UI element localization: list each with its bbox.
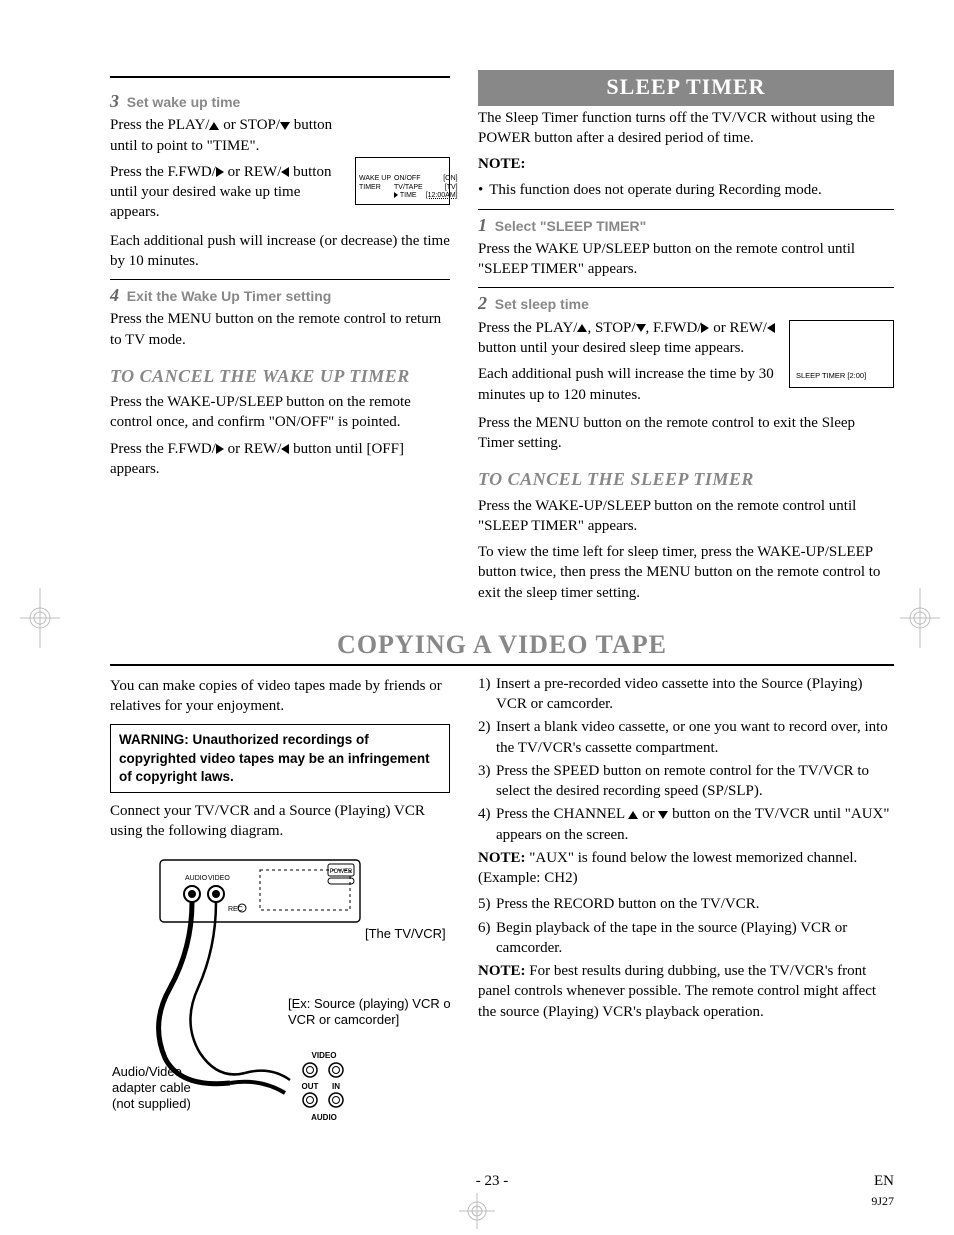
copy-note2: NOTE: For best results during dubbing, u… [478,961,894,1022]
svg-text:REC: REC [228,906,243,913]
step3-p3: Each additional push will increase (or d… [110,231,450,272]
right-icon [216,167,224,177]
svg-text:POWER: POWER [330,869,353,875]
svg-text:[The TV/VCR]: [The TV/VCR] [365,926,446,941]
lang-code: EN [874,1171,894,1191]
copy-step-6: Begin playback of the tape in the source… [496,918,894,959]
cancel-sleep-p1: Press the WAKE-UP/SLEEP button on the re… [478,496,894,537]
left-column: 3 Set wake up time WAKE UP TIMER ON/OFF … [110,70,450,609]
page-number: - 23 - [110,1171,874,1191]
copy-note1: NOTE: "AUX" is found below the lowest me… [478,848,894,889]
copy-left: You can make copies of video tapes made … [110,674,450,1144]
wake-lcd: WAKE UP TIMER ON/OFF TV/TAPE TIME [ON] [… [355,157,450,205]
down-icon [280,122,290,130]
svg-text:[Ex: Source (playing) VCR or c: [Ex: Source (playing) VCR or camcorder] [288,996,450,1011]
cancel-sleep-p2: To view the time left for sleep timer, p… [478,542,894,603]
reg-mark-bottom [459,1193,495,1229]
svg-text:VIDEO: VIDEO [312,1051,337,1060]
svg-text:IN: IN [332,1082,340,1091]
copy-step-5: Press the RECORD button on the TV/VCR. [496,894,894,914]
right-column: SLEEP TIMER The Sleep Timer function tur… [478,70,894,609]
sleep-intro: The Sleep Timer function turns off the T… [478,108,894,149]
copy-connect: Connect your TV/VCR and a Source (Playin… [110,801,450,842]
sleep-lcd: SLEEP TIMER [2:00] [789,320,894,388]
note-bullet: •This function does not operate during R… [478,180,894,200]
svg-text:OUT: OUT [302,1082,319,1091]
copy-step-1: Insert a pre-recorded video cassette int… [496,674,894,715]
svg-text:AUDIO: AUDIO [311,1113,337,1122]
copy-step-2: Insert a blank video cassette, or one yo… [496,717,894,758]
warning-box: WARNING: Unauthorized recordings of copy… [110,724,450,793]
copy-step-3: Press the SPEED button on remote control… [496,761,894,802]
cancel-wake-title: TO CANCEL THE WAKE UP TIMER [110,364,450,388]
copy-right: 1)Insert a pre-recorded video cassette i… [478,674,894,1144]
step4-title: Exit the Wake Up Timer setting [127,288,332,304]
connection-diagram: POWER AUDIO VIDEO REC [The TV/VCR] VIDEO… [110,848,450,1138]
svg-text:AUDIO: AUDIO [185,875,208,882]
svg-text:VIDEO: VIDEO [208,875,230,882]
right-icon [216,444,224,454]
copy-intro: You can make copies of video tapes made … [110,676,450,717]
step3-p1: Press the PLAY/ or STOP/ button until to… [110,115,450,156]
up-icon [209,122,219,130]
reg-mark-left [20,588,60,648]
r-step2-p3: Press the MENU button on the remote cont… [478,413,894,454]
r-step2-num: 2 [478,293,487,313]
copy-step-4: Press the CHANNEL or button on the TV/VC… [496,804,894,845]
svg-text:(not supplied): (not supplied) [112,1096,191,1111]
r-step1-title: Select "SLEEP TIMER" [495,218,647,234]
step3-title: Set wake up time [127,94,241,110]
step3-num: 3 [110,91,119,111]
step4-num: 4 [110,285,119,305]
cancel-sleep-title: TO CANCEL THE SLEEP TIMER [478,467,894,491]
r-step2-title: Set sleep time [495,296,589,312]
svg-text:Audio/Video: Audio/Video [112,1064,182,1079]
svg-text:VCR or camcorder]: VCR or camcorder] [288,1012,399,1027]
cancel-wake-p1: Press the WAKE-UP/SLEEP button on the re… [110,392,450,433]
copy-title: COPYING A VIDEO TAPE [110,627,894,662]
r-step1-p1: Press the WAKE UP/SLEEP button on the re… [478,239,894,280]
step4-p1: Press the MENU button on the remote cont… [110,309,450,350]
reg-mark-right [900,588,940,648]
cancel-wake-p2: Press the F.FWD/ or REW/ button until [O… [110,439,450,480]
r-step1-num: 1 [478,215,487,235]
doc-code: 9J27 [871,1193,894,1209]
sleep-banner: SLEEP TIMER [478,70,894,106]
svg-text:adapter cable: adapter cable [112,1080,191,1095]
note-label: NOTE: [478,156,526,172]
footer: - 23 - EN [110,1171,894,1191]
